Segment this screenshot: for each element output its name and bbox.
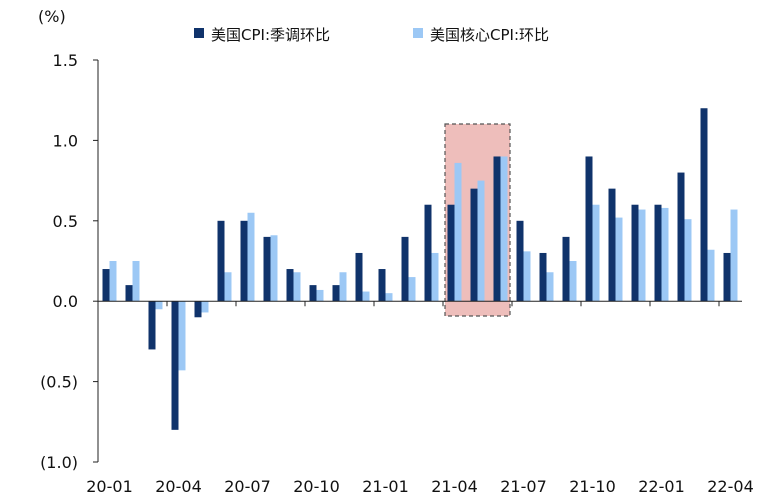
bar-cpi-21-02 <box>401 236 409 302</box>
bar-cpi-20-02 <box>125 285 133 302</box>
bar-core-cpi-21-10 <box>592 204 600 302</box>
bar-cpi-21-03 <box>424 204 432 302</box>
bar-core-cpi-20-09 <box>293 272 301 302</box>
bar-core-cpi-21-01 <box>385 293 393 302</box>
bar-core-cpi-21-11 <box>615 217 623 302</box>
bar-core-cpi-21-04 <box>454 162 462 302</box>
bar-core-cpi-20-03 <box>155 301 163 310</box>
bar-core-cpi-21-05 <box>477 180 485 302</box>
bar-core-cpi-20-11 <box>339 272 347 302</box>
bar-cpi-21-11 <box>608 188 616 302</box>
legend-swatch-cpi <box>194 28 204 38</box>
legend-label-cpi: 美国CPI:季调环比 <box>211 26 330 44</box>
bar-cpi-21-04 <box>447 204 455 302</box>
bar-core-cpi-21-03 <box>431 252 439 302</box>
bar-cpi-20-08 <box>263 236 271 302</box>
bar-cpi-20-06 <box>217 220 225 302</box>
bar-core-cpi-21-07 <box>523 251 531 302</box>
x-tick-label: 21-04 <box>431 477 478 496</box>
x-tick-label: 20-07 <box>224 477 271 496</box>
bar-core-cpi-21-08 <box>546 272 554 302</box>
bar-core-cpi-20-10 <box>316 289 324 302</box>
y-tick-label: (1.0) <box>40 453 78 472</box>
bar-cpi-20-01 <box>102 269 110 302</box>
x-tick-label: 21-07 <box>500 477 547 496</box>
legend-swatch-core-cpi <box>413 28 423 38</box>
x-tick-labels: 20-01 20-04 20-07 20-10 21-01 21-04 21-07 21-10… <box>86 477 754 496</box>
bar-core-cpi-20-08 <box>270 235 278 302</box>
bar-cpi-22-01 <box>654 204 662 302</box>
bar-core-cpi-20-05 <box>201 301 209 313</box>
axes <box>93 59 742 463</box>
bar-cpi-22-03 <box>700 108 708 302</box>
bar-cpi-21-05 <box>470 188 478 302</box>
y-tick-label: (0.5) <box>40 373 78 392</box>
y-tick-label: 1.5 <box>53 51 78 70</box>
bar-cpi-22-02 <box>677 172 685 302</box>
bar-cpi-21-09 <box>562 236 570 302</box>
x-tick-label: 21-10 <box>569 477 616 496</box>
bars <box>102 108 738 430</box>
x-tick-label: 22-01 <box>638 477 685 496</box>
bar-cpi-21-08 <box>539 252 547 302</box>
bar-core-cpi-21-09 <box>569 261 577 302</box>
y-tick-label: 0.5 <box>53 212 78 231</box>
y-tick-labels: 1.5 1.0 0.5 0.0 (0.5) (1.0) <box>40 51 78 472</box>
bar-cpi-20-07 <box>240 220 248 302</box>
bar-cpi-20-11 <box>332 285 340 302</box>
bar-core-cpi-21-02 <box>408 277 416 302</box>
bar-core-cpi-20-06 <box>224 272 232 302</box>
bar-cpi-20-04 <box>171 301 179 430</box>
bar-core-cpi-22-04 <box>730 209 738 302</box>
legend: 美国CPI:季调环比 美国核心CPI:环比 <box>194 26 549 44</box>
bar-core-cpi-20-12 <box>362 291 370 302</box>
bar-cpi-21-12 <box>631 204 639 302</box>
y-tick-label: 1.0 <box>53 131 78 150</box>
bar-cpi-20-12 <box>355 252 363 302</box>
bar-cpi-20-10 <box>309 285 317 302</box>
bar-cpi-21-06 <box>493 156 501 302</box>
y-tick-label: 0.0 <box>53 292 78 311</box>
x-tick-label: 22-04 <box>707 477 754 496</box>
x-tick-label: 21-01 <box>362 477 409 496</box>
bar-core-cpi-20-01 <box>109 261 117 302</box>
x-tick-label: 20-10 <box>293 477 340 496</box>
bar-core-cpi-20-07 <box>247 212 255 302</box>
bar-core-cpi-20-02 <box>132 261 140 302</box>
bar-core-cpi-22-03 <box>707 249 715 302</box>
bar-cpi-21-07 <box>516 220 524 302</box>
x-tick-label: 20-01 <box>86 477 133 496</box>
legend-label-core-cpi: 美国核心CPI:环比 <box>430 26 549 44</box>
bar-core-cpi-21-06 <box>500 156 508 302</box>
bar-core-cpi-22-02 <box>684 219 692 302</box>
bar-cpi-20-03 <box>148 301 156 350</box>
y-unit-label: (%) <box>38 7 66 26</box>
bar-cpi-20-09 <box>286 269 294 302</box>
bar-core-cpi-22-01 <box>661 207 669 302</box>
x-tick-label: 20-04 <box>155 477 202 496</box>
bar-cpi-21-10 <box>585 156 593 302</box>
bar-core-cpi-20-04 <box>178 301 186 371</box>
bar-core-cpi-21-12 <box>638 209 646 302</box>
bar-cpi-20-05 <box>194 301 202 318</box>
bar-cpi-22-04 <box>723 252 731 302</box>
bar-cpi-21-01 <box>378 269 386 302</box>
